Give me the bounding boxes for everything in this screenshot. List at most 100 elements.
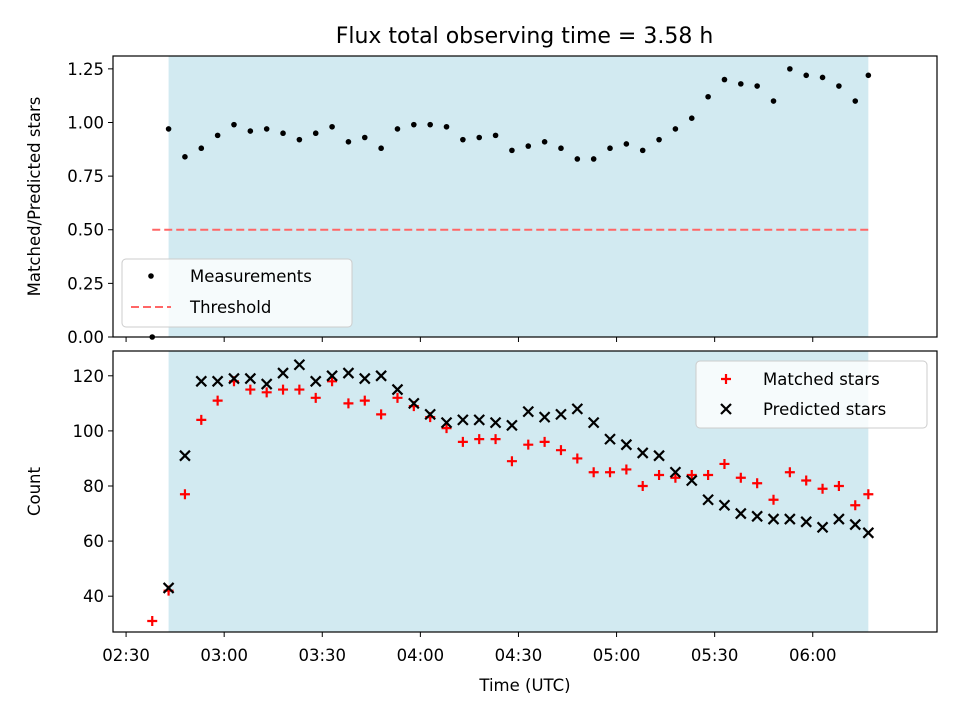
ratio-panel: 0.00 0.25 0.50 0.75 1.00 1.25 Matched/Predicte… (25, 55, 938, 347)
matched-star-point (588, 467, 599, 478)
measurement-point (247, 128, 254, 134)
measurement-point (672, 126, 679, 132)
measurement-point (394, 126, 401, 132)
legend: Matched stars Predicted stars (695, 360, 928, 429)
measurement-point (509, 147, 515, 154)
x-tick-label: 02:30 (102, 646, 150, 665)
measurement-point (541, 139, 548, 145)
measurement-point (361, 134, 368, 141)
matched-star-point (703, 469, 714, 480)
predicted-star-point (342, 367, 355, 379)
measurement-point (803, 72, 810, 79)
measurement-point (345, 139, 352, 145)
legend-box (121, 258, 353, 328)
matched-star-point (261, 387, 272, 398)
measurement-point (198, 145, 205, 152)
measurement-point (754, 83, 760, 89)
measurement-point (263, 126, 270, 132)
predicted-star-point (195, 375, 208, 388)
predicted-star-point (473, 414, 485, 426)
predicted-star-point (800, 516, 812, 528)
measurement-point (852, 98, 859, 104)
matched-star-point (523, 439, 534, 450)
y-axis-label: Matched/Predicted stars (25, 97, 44, 297)
matched-star-point (833, 480, 844, 491)
matched-star-point (637, 480, 648, 491)
measurement-point (607, 145, 613, 152)
predicted-star-point (555, 408, 567, 421)
measurement-point (378, 145, 384, 152)
x-tick-label: 05:30 (691, 646, 739, 665)
matched-star-point (850, 500, 861, 511)
matched-star-point (245, 384, 256, 395)
legend-box (695, 360, 928, 429)
predicted-star-point (277, 367, 289, 379)
y-tick-label: 120 (73, 367, 105, 386)
matched-star-point (572, 453, 583, 464)
x-tick-label: 04:00 (397, 646, 445, 665)
matched-star-point (506, 456, 517, 467)
y-tick-label: 0.75 (67, 167, 104, 186)
measurement-point (623, 141, 630, 147)
predicted-star-point (718, 499, 731, 512)
predicted-star-point (751, 510, 763, 523)
measurement-point (738, 81, 744, 87)
matched-star-point (490, 434, 501, 445)
matched-star-point (457, 436, 468, 447)
measurement-point (165, 126, 172, 132)
measurement-point (492, 132, 499, 139)
matched-star-point (801, 475, 812, 486)
measurement-point (296, 136, 303, 143)
predicted-star-point (587, 416, 600, 429)
predicted-star-point (326, 370, 338, 382)
x-tick-label: 04:30 (495, 646, 543, 665)
matched-star-point (310, 392, 321, 403)
predicted-star-point (424, 408, 436, 421)
predicted-star-point (506, 419, 518, 432)
measurement-point (558, 145, 564, 152)
axes-frame (112, 350, 938, 633)
y-tick-label: 40 (83, 587, 104, 606)
matched-star-point (719, 458, 730, 469)
matched-star-point (539, 436, 550, 447)
matched-star-point (686, 469, 697, 480)
x-tick-label: 03:30 (298, 646, 346, 665)
legend-label: Matched stars (763, 370, 880, 389)
measurement-point (721, 76, 728, 83)
legend-label: Threshold (189, 298, 271, 317)
matched-star-point (196, 414, 207, 425)
measurement-point (688, 115, 695, 122)
matched-star-point (768, 494, 779, 505)
predicted-star-point (816, 521, 829, 534)
predicted-star-point (685, 474, 698, 487)
matched-star-point (441, 423, 452, 434)
matched-star-point (392, 392, 403, 403)
measurement-point (574, 156, 581, 162)
measurement-point (525, 143, 532, 149)
measurement-point (705, 93, 711, 100)
predicted-star-point (179, 449, 191, 462)
matched-star-point (735, 472, 746, 483)
predicted-star-point (440, 416, 453, 429)
measurement-point (427, 121, 433, 128)
predicted-star-point (375, 370, 387, 382)
matched-star-point (817, 483, 828, 494)
measurement-point (280, 130, 286, 137)
measurement-point (329, 123, 335, 130)
matched-star-point (863, 489, 874, 500)
predicted-star-point (862, 527, 875, 539)
matched-star-point (474, 434, 485, 445)
measurement-point (476, 134, 483, 141)
predicted-star-point (489, 416, 502, 429)
predicted-star-point (620, 438, 633, 451)
matched-star-point (752, 478, 763, 489)
y-tick-label: 1.25 (67, 60, 104, 79)
chart-title: Flux total observing time = 3.58 h (336, 24, 714, 49)
matched-star-point (670, 472, 681, 483)
predicted-star-point (604, 433, 616, 445)
matched-star-point (343, 398, 354, 409)
matched-star-point (784, 467, 795, 478)
predicted-star-point (408, 397, 420, 410)
y-tick-label: 0.00 (67, 328, 104, 347)
